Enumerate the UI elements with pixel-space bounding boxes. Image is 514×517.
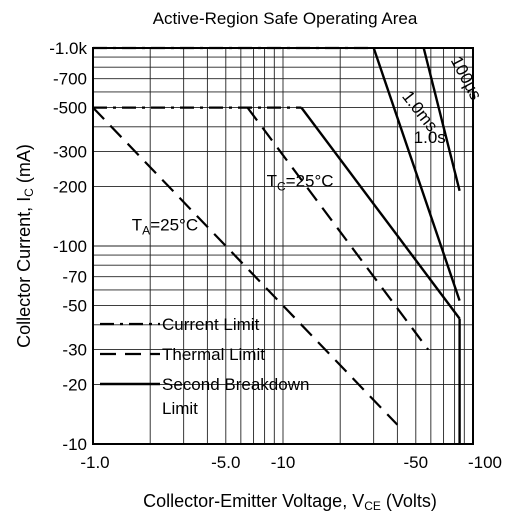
y-tick-label: -20 xyxy=(62,375,87,394)
label-tc: TC=25°C xyxy=(267,171,334,193)
y-tick-label: -30 xyxy=(62,341,87,360)
x-tick-label: -5.0 xyxy=(211,453,240,472)
curves xyxy=(92,46,461,444)
x-tick-label: -100 xyxy=(468,453,502,472)
y-tick-label: -500 xyxy=(53,99,87,118)
legend-label: Current Limit xyxy=(162,315,260,334)
plot-frame xyxy=(92,47,474,445)
y-tick-label: -50 xyxy=(62,297,87,316)
curve-solid-4 xyxy=(300,106,461,320)
y-tick-label: -200 xyxy=(53,177,87,196)
label-1s: 1.0s xyxy=(414,128,446,147)
x-tick-label: -1.0 xyxy=(80,453,109,472)
curve-dashed-3 xyxy=(246,106,429,351)
legend: Current Limit Thermal Limit Second Breakdo… xyxy=(100,315,309,418)
curve-solid-5 xyxy=(372,47,461,301)
y-tick-label: -10 xyxy=(62,435,87,454)
x-tick-label: -50 xyxy=(404,453,429,472)
x-tick-labels: -1.0 -5.0 -10 -50 -100 xyxy=(80,453,502,472)
y-axis-label: Collector Current, IC (mA) xyxy=(14,144,36,348)
legend-label: Second Breakdown xyxy=(162,375,309,394)
label-100us: 100µs xyxy=(447,53,486,103)
y-tick-label: -1.0k xyxy=(49,39,87,58)
x-axis-label: Collector-Emitter Voltage, VCE (Volts) xyxy=(143,491,437,513)
legend-label: Limit xyxy=(162,399,198,418)
chart-title: Active-Region Safe Operating Area xyxy=(153,9,418,28)
label-ta: TA=25°C xyxy=(132,215,198,237)
y-tick-label: -100 xyxy=(53,237,87,256)
y-tick-label: -300 xyxy=(53,143,87,162)
curve-solid-6 xyxy=(422,47,461,192)
y-tick-label: -700 xyxy=(53,70,87,89)
legend-label: Thermal Limit xyxy=(162,345,265,364)
x-tick-label: -10 xyxy=(271,453,296,472)
y-tick-labels: -1.0k -700 -500 -300 -200 -100 -70 -50 -30 -20 -10 xyxy=(49,39,87,454)
y-tick-label: -70 xyxy=(62,268,87,287)
